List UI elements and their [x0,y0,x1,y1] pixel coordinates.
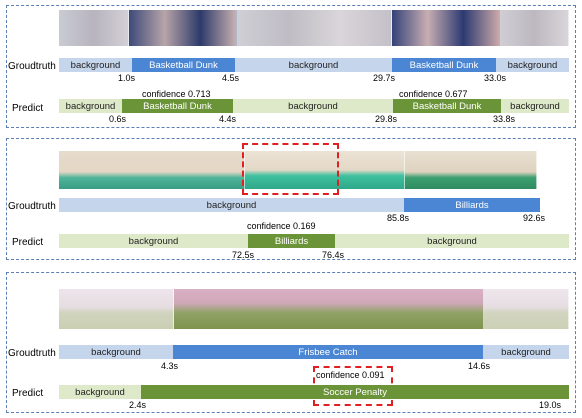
video-frame [174,289,484,329]
gt-time: 4.3s [161,361,179,371]
video-frames-strip [59,10,569,46]
video-frame [405,151,537,189]
confidence-label: confidence 0.091 [316,370,385,380]
gt-segment-background: background [496,58,569,72]
gt-segment-background: background [59,58,132,72]
groundtruth-label: Groudtruth [8,61,56,72]
gt-segment-action: Frisbee Catch [173,345,483,359]
gt-segment-background: background [235,58,392,72]
pred-time: 2.4s [129,400,147,410]
confidence-label: confidence 0.169 [247,221,316,231]
confidence-label: confidence 0.677 [399,89,468,99]
video-frame [59,151,245,189]
pred-segment-action: Basketball Dunk [393,99,501,113]
video-frame [484,289,569,329]
pred-segment-background: background [59,385,141,399]
video-frame [59,289,174,329]
pred-segment-background: background [233,99,393,113]
predict-label: Predict [12,388,44,399]
video-frame [245,151,405,189]
pred-time: 72.5s [232,250,255,260]
predict-label: Predict [12,103,44,114]
gt-time: 29.7s [373,73,396,83]
pred-segment-background: background [59,234,248,248]
video-frame [59,10,129,46]
pred-time: 4.4s [219,114,237,124]
video-frame [500,10,569,46]
pred-segment-background: background [335,234,569,248]
gt-segment-action: Basketball Dunk [132,58,235,72]
groundtruth-label: Groudtruth [8,201,56,212]
predict-label: Predict [12,237,44,248]
gt-time: 85.8s [387,213,410,223]
confidence-label: confidence 0.713 [142,89,211,99]
gt-segment-background: background [483,345,569,359]
gt-time: 1.0s [118,73,136,83]
gt-time: 33.0s [484,73,507,83]
panel-billiards: Groudtruth background Billiards 85.8s 92… [6,138,576,260]
gt-segment-action: Basketball Dunk [392,58,496,72]
panel-frisbee: Groudtruth background Frisbee Catch back… [6,272,576,413]
pred-time: 76.4s [322,250,345,260]
pred-time: 29.8s [375,114,398,124]
panel-basketball: Groudtruth background Basketball Dunk ba… [6,5,576,128]
video-frame [129,10,237,46]
gt-time: 92.6s [523,213,546,223]
gt-segment-background: background [59,198,404,212]
pred-segment-action: Basketball Dunk [122,99,233,113]
groundtruth-label: Groudtruth [8,348,56,359]
pred-time: 33.8s [493,114,516,124]
video-frames-strip [59,289,569,329]
video-frame [392,10,500,46]
pred-segment-background: background [59,99,122,113]
pred-segment-background: background [501,99,569,113]
gt-segment-action: Billiards [404,198,540,212]
pred-time: 0.6s [109,114,127,124]
pred-time: 19.0s [539,400,562,410]
gt-time: 4.5s [222,73,240,83]
gt-segment-background: background [59,345,173,359]
highlight-box [242,143,339,195]
gt-time: 14.6s [468,361,491,371]
pred-segment-action: Soccer Penalty [141,385,569,399]
video-frame [237,10,392,46]
video-frames-strip [59,151,537,189]
pred-segment-action: Billiards [248,234,335,248]
